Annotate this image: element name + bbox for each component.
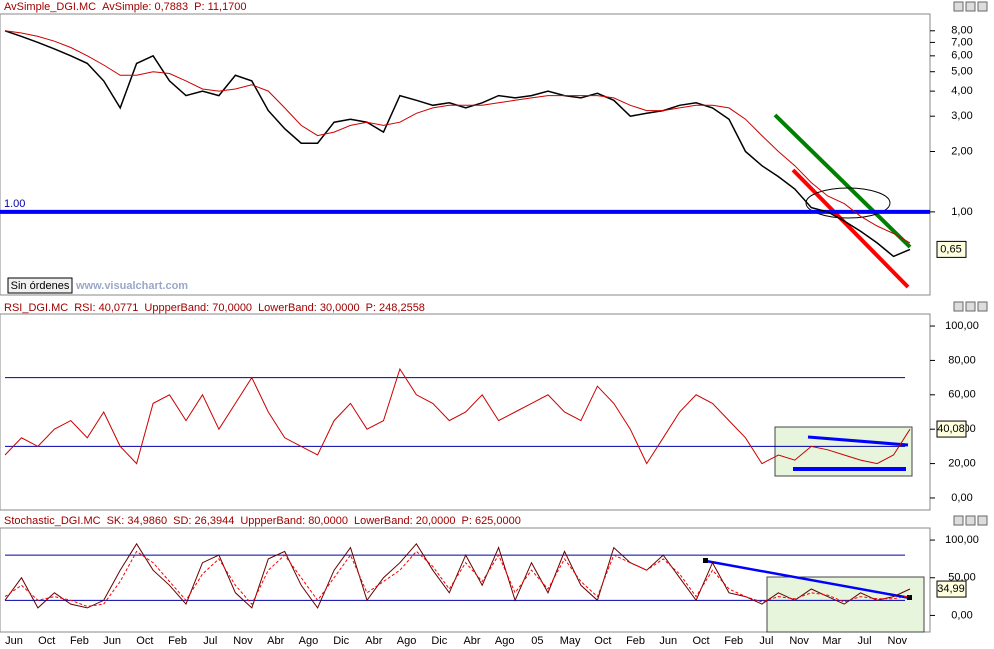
value-tag-label: 34,99	[937, 583, 965, 595]
y-tick-label: 6,00	[951, 50, 972, 62]
trend-line	[773, 113, 912, 249]
y-tick-label: 8,00	[951, 25, 972, 37]
x-tick-label: Nov	[233, 635, 253, 647]
value-tag	[936, 240, 967, 258]
x-tick-label: Ago	[495, 635, 515, 647]
y-tick-label: 60,00	[948, 389, 976, 401]
button[interactable]	[977, 301, 988, 312]
y-tick-label: 0,00	[951, 492, 972, 504]
y-tick-label: 0,00	[951, 609, 972, 621]
x-tick-label: Abr	[267, 635, 284, 647]
x-tick-label: Feb	[168, 635, 187, 647]
panel-header: P: 625,0000	[462, 515, 521, 527]
watermark: www.visualchart.com	[75, 280, 188, 292]
x-tick-label: Jun	[103, 635, 121, 647]
button[interactable]	[953, 301, 964, 312]
series-line	[4, 367, 911, 465]
x-tick-label: Feb	[626, 635, 645, 647]
anchor-point	[703, 558, 708, 563]
x-tick-label: Oct	[136, 635, 153, 647]
x-tick-label: Ago	[299, 635, 319, 647]
y-tick-label: 1,00	[951, 206, 972, 218]
series-line	[4, 30, 911, 244]
button[interactable]	[953, 515, 964, 526]
button[interactable]	[977, 515, 988, 526]
panel-header: AvSimple_DGI.MC	[4, 1, 96, 13]
x-tick-label: Nov	[789, 635, 809, 647]
x-tick-label: Mar	[822, 635, 841, 647]
x-tick-label: Dic	[333, 635, 349, 647]
panel-header: AvSimple: 0,7883	[102, 1, 188, 13]
x-tick-label: Nov	[888, 635, 908, 647]
x-tick-label: Jun	[5, 635, 23, 647]
button[interactable]	[965, 515, 976, 526]
status-box	[7, 277, 73, 294]
button[interactable]	[977, 1, 988, 12]
x-tick-label: Oct	[594, 635, 611, 647]
status-text: Sin órdenes	[11, 280, 70, 292]
y-tick-label: 3,00	[951, 110, 972, 122]
x-tick-label: Jul	[858, 635, 872, 647]
y-tick-label: 100,00	[945, 534, 979, 546]
y-tick-label: 80,00	[948, 354, 976, 366]
y-tick-label: 4,00	[951, 85, 972, 97]
panel-header: LowerBand: 20,0000	[354, 515, 456, 527]
trend-line	[791, 168, 910, 289]
panel-header: P: 248,2558	[366, 302, 425, 314]
x-tick-label: May	[560, 635, 581, 647]
trend-line	[705, 559, 911, 600]
y-tick-label: 7,00	[951, 36, 972, 48]
y-tick-label: 2,00	[951, 145, 972, 157]
trend-line	[807, 435, 909, 447]
panel-header: RSI: 40,0771	[74, 302, 138, 314]
window-buttons	[953, 1, 988, 526]
x-tick-label: Abr	[463, 635, 480, 647]
x-tick-label: Abr	[365, 635, 382, 647]
series-line	[4, 550, 911, 607]
button[interactable]	[953, 1, 964, 12]
x-tick-label: Dic	[431, 635, 447, 647]
panel-header: RSI_DGI.MC	[4, 302, 68, 314]
panel-header: UppperBand: 80,0000	[240, 515, 348, 527]
panel-header: UppperBand: 70,0000	[144, 302, 252, 314]
x-tick-label: Feb	[724, 635, 743, 647]
y-tick-label: 20,00	[948, 457, 976, 469]
x-tick-label: Jul	[759, 635, 773, 647]
circle-marker	[805, 187, 891, 219]
anchor-point	[907, 595, 912, 600]
panel-header: P: 11,1700	[194, 1, 246, 13]
value-tag-label: 0,65	[940, 243, 961, 255]
x-tick-label: Jun	[659, 635, 677, 647]
level-label: 1.00	[4, 198, 25, 210]
panel-header: SD: 26,3944	[173, 515, 234, 527]
x-tick-label: Oct	[38, 635, 55, 647]
value-tag	[936, 420, 967, 438]
panel-header: Stochastic_DGI.MC	[4, 515, 101, 527]
y-tick-label: 100,00	[945, 320, 979, 332]
x-tick-label: Jul	[203, 635, 217, 647]
value-tag	[936, 580, 967, 598]
x-tick-label: Ago	[397, 635, 417, 647]
panel-frame	[0, 13, 931, 296]
y-tick-label: 5,00	[951, 66, 972, 78]
panel-header: SK: 34,9860	[107, 515, 168, 527]
x-tick-label: Oct	[692, 635, 709, 647]
x-tick-label: 05	[531, 635, 543, 647]
button[interactable]	[965, 301, 976, 312]
x-tick-label: Feb	[70, 635, 89, 647]
series-line	[4, 542, 911, 609]
button[interactable]	[965, 1, 976, 12]
value-tag-label: 40,08	[937, 423, 965, 435]
panel-header: LowerBand: 30,0000	[258, 302, 360, 314]
